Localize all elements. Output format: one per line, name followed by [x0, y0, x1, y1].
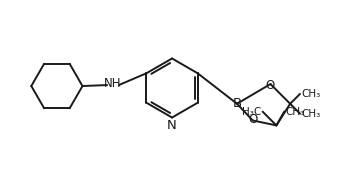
Text: CH₃: CH₃	[301, 89, 320, 99]
Text: CH₃: CH₃	[301, 109, 320, 119]
Text: H₃C: H₃C	[242, 107, 261, 117]
Text: CH₃: CH₃	[285, 107, 304, 117]
Text: NH: NH	[104, 77, 122, 90]
Text: N: N	[167, 118, 177, 131]
Text: B: B	[232, 97, 241, 110]
Text: O: O	[248, 113, 257, 126]
Text: O: O	[266, 78, 275, 92]
